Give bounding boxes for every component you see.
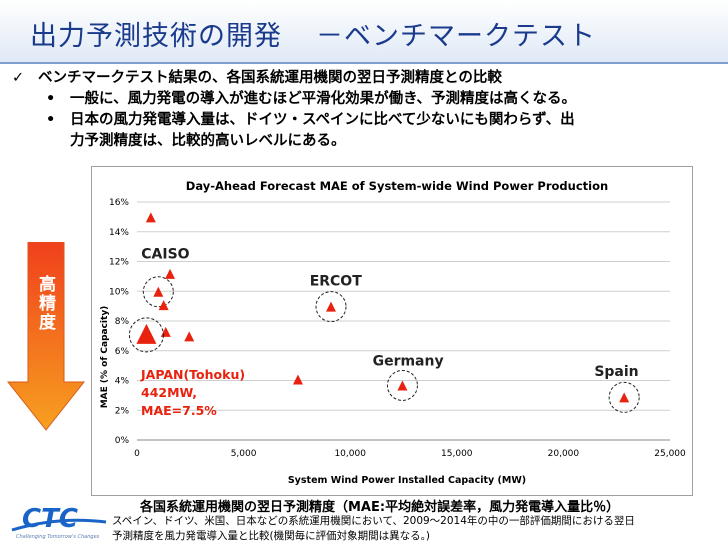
bullet-sub-2: • 日本の風力発電導入量は、ドイツ・スペインに比べて少ないにも関わらず、出 力予… xyxy=(8,110,723,152)
highlight-circle xyxy=(128,317,164,353)
data-point-marker xyxy=(160,326,171,337)
region-label: CAISO xyxy=(141,247,189,263)
chart-note-line-2: 予測精度を風力発電導入量と比較(機関毎に評価対象期間は異なる。) xyxy=(112,530,430,542)
page-title: 出力予測技術の開発 －ベンチマークテスト xyxy=(30,14,596,53)
data-point-marker xyxy=(184,331,195,342)
region-label: Spain xyxy=(594,364,638,380)
bullet-dot-icon: • xyxy=(46,91,56,107)
bullet-dot-icon: • xyxy=(46,112,56,128)
highlight-circle xyxy=(608,381,640,413)
chart-title: Day-Ahead Forecast MAE of System-wide Wi… xyxy=(186,179,608,193)
bullet-sub-2-text-a: 日本の風力発電導入量は、ドイツ・スペインに比べて少ないにも関わらず、出 xyxy=(70,112,575,128)
scatter-chart: Day-Ahead Forecast MAE of System-wide Wi… xyxy=(100,179,686,486)
y-tick-label: 10% xyxy=(109,287,129,297)
x-axis-label: System Wind Power Installed Capacity (MW… xyxy=(288,475,526,486)
y-tick-label: 6% xyxy=(115,347,130,357)
region-label: Germany xyxy=(373,354,444,370)
y-tick-label: 16% xyxy=(109,198,129,208)
bullet-main-text: ベンチマークテスト結果の、各国系統運用機関の翌日予測精度との比較 xyxy=(38,70,502,86)
bullet-list: ✓ ベンチマークテスト結果の、各国系統運用機関の翌日予測精度との比較 • 一般に… xyxy=(8,68,723,152)
x-tick-label: 5,000 xyxy=(231,449,257,459)
japan-label: 442MW, xyxy=(141,385,197,400)
y-tick-label: 8% xyxy=(115,317,130,327)
chart-caption: 各国系統運用機関の翌日予測精度（MAE:平均絶対誤差率，風力発電導入量比％） xyxy=(140,500,620,515)
logo-text: CTC xyxy=(22,504,78,534)
region-label: ERCOT xyxy=(310,273,363,289)
data-point-marker xyxy=(292,374,303,385)
x-tick-label: 20,000 xyxy=(548,449,580,459)
x-tick-label: 25,000 xyxy=(654,449,686,459)
check-icon: ✓ xyxy=(12,70,25,86)
y-tick-label: 12% xyxy=(109,258,129,268)
japan-label: JAPAN(Tohoku) xyxy=(140,367,245,382)
data-point-marker xyxy=(145,212,156,223)
chart-frame: Day-Ahead Forecast MAE of System-wide Wi… xyxy=(91,166,693,496)
x-tick-label: 15,000 xyxy=(441,449,473,459)
y-axis-label: MAE (% of Capacity) xyxy=(100,306,110,409)
x-tick-label: 0 xyxy=(134,449,140,459)
y-tick-label: 14% xyxy=(109,228,129,238)
y-tick-label: 4% xyxy=(115,377,130,387)
data-point-marker xyxy=(136,323,157,344)
highlight-circle xyxy=(386,369,418,401)
data-point-marker xyxy=(158,300,169,311)
y-tick-label: 0% xyxy=(115,436,130,446)
logo-swoosh-icon xyxy=(11,518,107,532)
japan-label: MAE=7.5% xyxy=(141,403,217,418)
bullet-sub-1: • 一般に、風力発電の導入が進むほど平滑化効果が働き、予測精度は高くなる。 xyxy=(8,89,723,110)
data-point-marker xyxy=(165,268,176,279)
down-arrow-icon xyxy=(6,242,86,431)
logo-tagline: Challenging Tomorrow's Changes xyxy=(16,534,100,540)
title-bar: 出力予測技術の開発 －ベンチマークテスト xyxy=(0,0,728,64)
chart-note: スペイン、ドイツ、米国、日本などの系統運用機関において、2009～2014年の中… xyxy=(112,514,712,544)
bullet-sub-2-text-b: 力予測精度は、比較的高いレベルにある。 xyxy=(70,133,346,149)
data-point-marker xyxy=(619,392,630,403)
data-point-marker xyxy=(153,286,164,297)
page-title-main: 出力予測技術の開発 xyxy=(30,21,282,52)
data-point-marker xyxy=(326,301,337,312)
bullet-sub-1-text: 一般に、風力発電の導入が進むほど平滑化効果が働き、予測精度は高くなる。 xyxy=(70,91,577,107)
chart-note-line-1: スペイン、ドイツ、米国、日本などの系統運用機関において、2009～2014年の中… xyxy=(112,515,635,527)
y-tick-label: 2% xyxy=(115,406,130,416)
data-point-marker xyxy=(397,380,408,391)
ctc-logo: CTC Challenging Tomorrow's Changes xyxy=(8,502,110,542)
page-title-sub: －ベンチマークテスト xyxy=(316,21,596,52)
side-label: 高精度 xyxy=(35,275,55,332)
bullet-main: ✓ ベンチマークテスト結果の、各国系統運用機関の翌日予測精度との比較 xyxy=(8,68,723,89)
x-tick-label: 10,000 xyxy=(334,449,366,459)
